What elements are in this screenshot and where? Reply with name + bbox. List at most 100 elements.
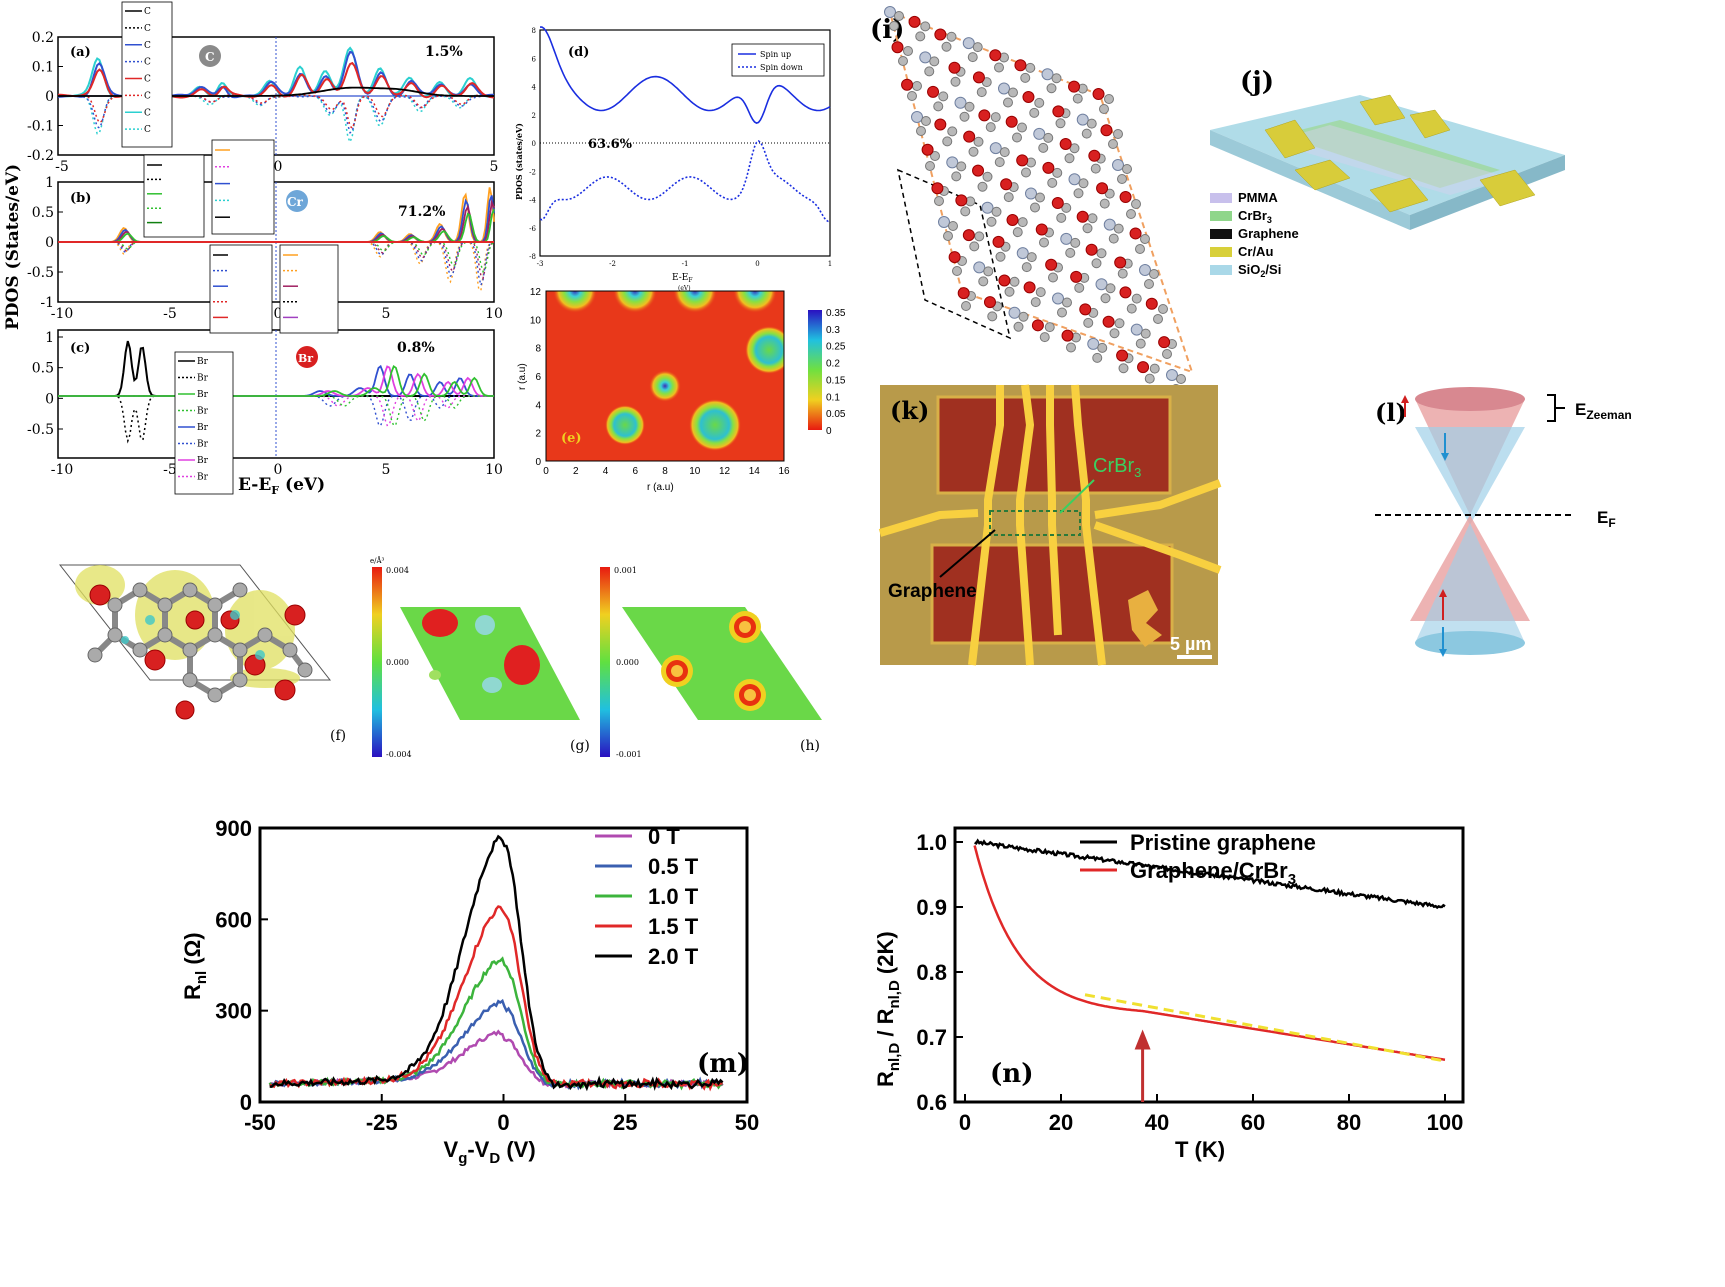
- carbon-atom: [1144, 279, 1154, 289]
- panel-n-xtick: 40: [1145, 1110, 1169, 1135]
- bromine-atom: [1016, 154, 1029, 167]
- panel-n-label: (n): [990, 1059, 1034, 1089]
- carbon-atom: [1044, 322, 1055, 333]
- panel-n-xlabel: T (K): [1175, 1137, 1225, 1162]
- panel-n-ytick: 0.6: [916, 1090, 947, 1115]
- carbon-atom: [941, 41, 952, 52]
- panel-d-ytick: -8: [529, 253, 536, 261]
- panel-h-label: (h): [800, 738, 820, 754]
- bromine-atom: [927, 85, 940, 98]
- bromine-atom: [1023, 281, 1036, 294]
- panel-f-label: (f): [330, 728, 346, 744]
- panel-m-xlabel: Vg-VD (V): [444, 1137, 536, 1167]
- transition-arrow-head: [1134, 1029, 1151, 1050]
- legend-label: CrBr3: [1238, 208, 1272, 225]
- bromine-atom: [1116, 349, 1129, 362]
- panel-c-ytick: 1: [45, 330, 54, 346]
- carbon-atom: [1108, 233, 1119, 244]
- carbon-atom: [1078, 178, 1089, 189]
- panel-d-ytick: 8: [532, 27, 536, 35]
- carbon-atom: [976, 87, 987, 98]
- panel-b-legend-p: [211, 139, 275, 235]
- panel-h-cb-bot: -0.001: [616, 750, 642, 759]
- carbon-atom: [1135, 338, 1146, 349]
- panel-c-xtick: 10: [485, 462, 503, 478]
- panel-c-xtick: 0: [274, 462, 283, 478]
- carbon-atom: [967, 52, 978, 63]
- panel-f: (f): [58, 564, 346, 744]
- carbon-atom: [990, 112, 1001, 123]
- carbon-atom-label: C: [205, 50, 215, 64]
- chromium-atom: [1052, 292, 1064, 305]
- carbon-atom: [942, 136, 953, 147]
- panel-d-xtick: -3: [537, 260, 544, 268]
- carbon-atom: [1020, 72, 1031, 83]
- bromine-atom: [1158, 336, 1171, 349]
- panel-m: -50 -25 0 25 50 0 300 600 900 Vg-VD (V) Rnl (Ω) (m)…: [180, 816, 759, 1167]
- legend-spin-up: Spin up: [760, 50, 791, 59]
- legend-label: 0.5 T: [648, 854, 699, 879]
- carbon-atom: [994, 157, 1005, 168]
- carbon-atom: [1057, 307, 1067, 318]
- legend-label: Pristine graphene: [1130, 830, 1316, 855]
- chromium-atom: [938, 216, 950, 228]
- panel-a-xtick: -5: [55, 159, 69, 175]
- carbon-atom: [972, 42, 983, 53]
- panel-c-ytick: 0: [45, 391, 54, 407]
- panel-a-percent: 1.5%: [425, 44, 463, 60]
- panel-c-legend-entry: Br: [197, 440, 209, 450]
- bromine-atom: [978, 109, 991, 122]
- carbon-atom: [982, 171, 993, 182]
- panel-m-label: (m): [697, 1049, 749, 1079]
- spin-up-curve: [540, 26, 831, 124]
- bromine-atom: [948, 251, 961, 264]
- bromine-atom: [908, 15, 921, 28]
- panel-h-cb-top: 0.001: [614, 566, 637, 575]
- carbon-atom: [1140, 328, 1151, 339]
- panel-n-ylabel: Rnl,D / Rnl,D (2K): [873, 931, 903, 1087]
- panel-a-ytick: -0.2: [27, 148, 54, 164]
- carbon-atom: [1105, 283, 1116, 294]
- carbon-atom: [1104, 94, 1114, 104]
- panel-d-percent: 63.6%: [588, 137, 633, 152]
- carbon-atom: [1081, 128, 1092, 139]
- flake-fragment: [1128, 590, 1162, 647]
- carbon-atom: [999, 147, 1010, 158]
- panel-c-legend-entry: Br: [197, 390, 209, 400]
- carbon-atom: [1118, 363, 1129, 374]
- panel-d-ytick: 4: [532, 84, 537, 92]
- carbon-atom: [948, 221, 958, 231]
- panel-m-xtick: -50: [244, 1110, 276, 1135]
- panel-d-xlabel: E-EF: [672, 273, 693, 284]
- bromine-atom: [1100, 124, 1113, 137]
- panel-e-xtick: 4: [603, 466, 609, 477]
- bromine-atom: [1129, 227, 1142, 240]
- bromine-atom: [1061, 329, 1074, 342]
- carbon-atom: [991, 206, 1002, 217]
- panel-g-cb-mid: 0.000: [386, 658, 409, 667]
- bromine-atom: [972, 164, 985, 177]
- panel-d-ytick: -4: [529, 197, 536, 205]
- legend-label: Cr/Au: [1238, 244, 1273, 259]
- carbon-atom: [952, 266, 962, 276]
- panel-h-colorbar: [600, 567, 610, 757]
- series-line-05T: [268, 998, 724, 1091]
- carbon-atom: [969, 241, 980, 252]
- chromium-atom: [998, 82, 1010, 95]
- bromine-atom: [931, 182, 944, 195]
- panel-a-legend-entry: C: [144, 75, 151, 85]
- panel-c-down-curve: [58, 395, 494, 427]
- panel-b-down-curve: [58, 241, 495, 288]
- legend-label: 1.0 T: [648, 884, 699, 909]
- carbon-atom: [929, 56, 940, 67]
- legend-swatch: [1210, 211, 1232, 221]
- panel-c-legend: [174, 351, 234, 495]
- legend-label: 2.0 T: [648, 944, 699, 969]
- panel-c-xtick: -5: [163, 462, 177, 478]
- series-line-20T: [269, 834, 724, 1092]
- series-line-10T: [268, 956, 723, 1091]
- panel-e-ytick: 4: [535, 400, 541, 411]
- carbon-atom: [1108, 139, 1118, 149]
- panel-a-xtick: 0: [274, 159, 283, 175]
- bromine-atom: [1035, 223, 1048, 236]
